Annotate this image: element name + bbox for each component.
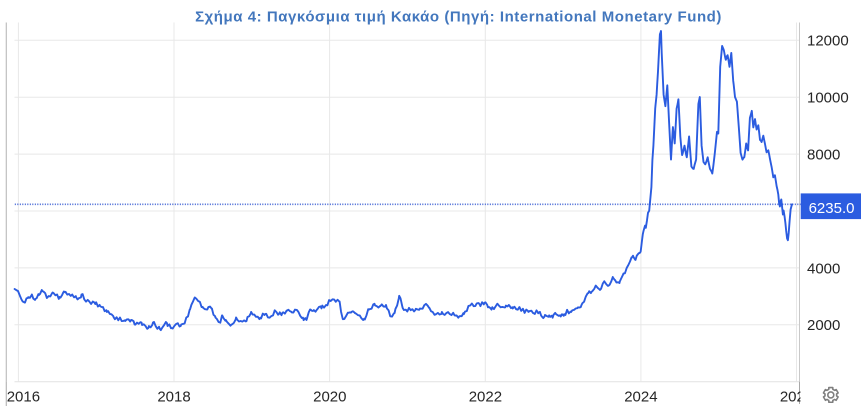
svg-text:2024: 2024 xyxy=(624,388,657,405)
svg-text:6235.0: 6235.0 xyxy=(809,200,855,217)
svg-text:8000: 8000 xyxy=(807,147,840,164)
svg-text:2020: 2020 xyxy=(313,388,346,405)
svg-text:12000: 12000 xyxy=(807,33,849,50)
svg-text:4000: 4000 xyxy=(807,260,840,277)
svg-text:2026: 2026 xyxy=(780,388,813,405)
svg-text:10000: 10000 xyxy=(807,90,849,107)
svg-text:2022: 2022 xyxy=(469,388,502,405)
svg-text:2018: 2018 xyxy=(157,388,190,405)
svg-text:2016: 2016 xyxy=(7,388,40,405)
svg-text:2000: 2000 xyxy=(807,317,840,334)
svg-text:Σχήμα 4: Παγκόσμια τιμή Κακάο: Σχήμα 4: Παγκόσμια τιμή Κακάο (Πηγή: Int… xyxy=(195,9,722,26)
